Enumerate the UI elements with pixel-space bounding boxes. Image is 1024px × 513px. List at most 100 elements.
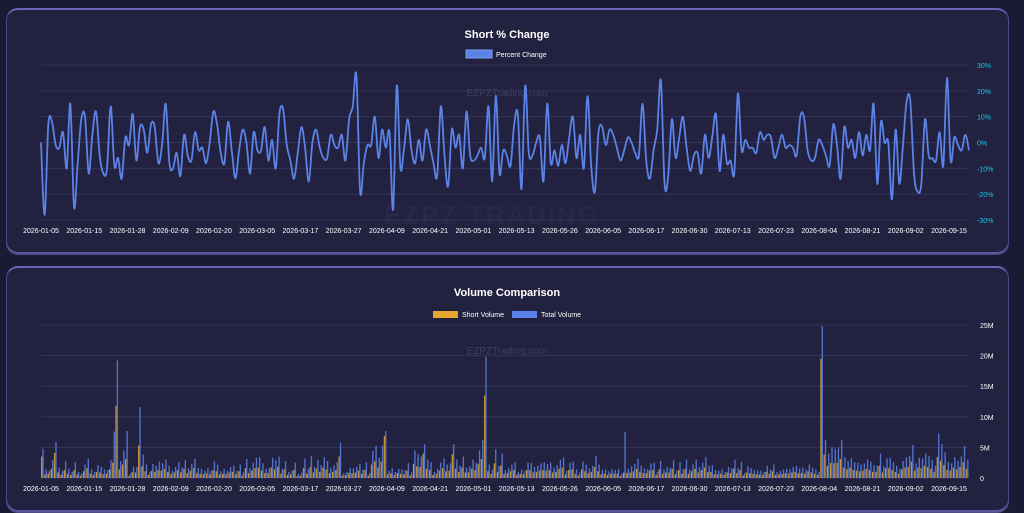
bar-total-volume <box>672 460 675 478</box>
bar-short-volume <box>44 474 46 478</box>
bar-total-volume <box>905 457 908 478</box>
bar-total-volume <box>798 468 801 478</box>
bar-total-volume <box>404 470 406 478</box>
bar-total-volume <box>401 469 403 478</box>
bar-short-volume <box>260 470 263 478</box>
bar-short-volume <box>677 470 680 478</box>
bar-total-volume <box>194 459 196 478</box>
bar-short-volume <box>862 470 864 478</box>
bar-short-volume <box>606 474 609 478</box>
bar-short-volume <box>412 463 415 478</box>
bar-short-volume <box>438 470 441 478</box>
bar-short-volume <box>878 465 880 478</box>
bar-short-volume <box>632 471 635 478</box>
bar-short-volume <box>939 460 942 478</box>
bar-short-volume <box>629 472 631 478</box>
bar-total-volume <box>55 441 57 478</box>
x-tick-label: 2026-05-26 <box>542 228 578 235</box>
bar-short-volume <box>448 470 450 478</box>
bar-short-volume <box>99 472 101 478</box>
bar-short-volume <box>264 473 266 478</box>
bar-short-volume <box>66 473 69 478</box>
bar-total-volume <box>417 454 419 478</box>
bar-total-volume <box>912 444 914 478</box>
bar-short-volume <box>762 474 764 478</box>
bar-short-volume <box>338 456 340 478</box>
bar-short-volume <box>357 470 360 478</box>
bar-short-volume <box>380 461 382 478</box>
bar-short-volume <box>551 472 554 478</box>
bar-short-volume <box>781 473 783 478</box>
bar-short-volume <box>144 471 146 478</box>
bar-total-volume <box>734 459 736 478</box>
bar-short-volume <box>367 475 369 478</box>
bar-total-volume <box>689 469 691 478</box>
bar-short-volume <box>574 473 576 478</box>
bar-short-volume <box>115 405 117 478</box>
bar-short-volume <box>341 475 344 478</box>
bar-short-volume <box>765 471 767 478</box>
x-tick-label: 2026-01-15 <box>66 486 102 493</box>
y-tick-label: -20% <box>977 192 993 199</box>
bar-total-volume <box>805 469 807 478</box>
bar-short-volume <box>76 474 78 478</box>
bar-short-volume <box>516 474 518 478</box>
bar-short-volume <box>897 473 900 478</box>
bar-short-volume <box>322 467 324 478</box>
x-tick-label: 2026-03-05 <box>239 486 275 493</box>
bar-total-volume <box>362 469 364 478</box>
bar-total-volume <box>323 457 326 478</box>
bar-short-volume <box>306 473 308 478</box>
bar-total-volume <box>229 466 232 478</box>
x-tick-label: 2026-03-17 <box>283 228 319 235</box>
bar-short-volume <box>813 473 816 478</box>
bar-short-volume <box>138 445 140 478</box>
legend-swatch-short-volume[interactable] <box>433 311 458 318</box>
bar-total-volume <box>352 468 355 478</box>
bar-total-volume <box>381 445 384 478</box>
bar-short-volume <box>855 470 858 478</box>
legend-swatch-percent-change[interactable] <box>465 49 493 59</box>
bar-short-volume <box>302 468 305 478</box>
bar-short-volume <box>590 471 593 478</box>
bar-short-volume <box>564 474 567 478</box>
bar-total-volume <box>863 463 866 478</box>
x-tick-label: 2026-07-13 <box>715 228 751 235</box>
x-tick-label: 2026-08-04 <box>801 486 837 493</box>
bar-short-volume <box>386 474 389 478</box>
bar-total-volume <box>559 459 562 478</box>
bar-total-volume <box>459 465 461 478</box>
bar-short-volume <box>283 469 285 478</box>
bar-short-volume <box>648 470 651 478</box>
bar-total-volume <box>721 469 723 478</box>
x-tick-label: 2026-03-27 <box>326 486 362 493</box>
bar-short-volume <box>493 463 496 478</box>
bar-short-volume <box>926 466 929 478</box>
bar-short-volume <box>884 468 887 478</box>
bar-total-volume <box>107 470 109 478</box>
bar-total-volume <box>776 471 778 478</box>
bar-short-volume <box>231 471 234 478</box>
legend-swatch-total-volume[interactable] <box>512 311 537 318</box>
bar-total-volume <box>87 458 89 478</box>
bar-total-volume <box>475 462 477 478</box>
bar-total-volume <box>908 455 911 478</box>
bar-total-volume <box>440 462 442 478</box>
bar-total-volume <box>601 470 604 478</box>
bar-short-volume <box>868 470 871 478</box>
bar-total-volume <box>731 468 733 478</box>
x-tick-label: 2026-05-13 <box>499 228 535 235</box>
bar-total-volume <box>550 462 552 478</box>
bar-short-volume <box>41 456 43 478</box>
bar-short-volume <box>205 473 208 478</box>
bar-total-volume <box>61 471 64 478</box>
bar-short-volume <box>445 471 447 478</box>
x-tick-label: 2026-04-21 <box>412 228 448 235</box>
bar-total-volume <box>789 469 791 478</box>
x-tick-label: 2026-08-04 <box>801 228 837 235</box>
bar-total-volume <box>132 466 135 478</box>
bar-short-volume <box>836 462 838 478</box>
bar-short-volume <box>154 471 156 478</box>
bar-short-volume <box>933 471 935 478</box>
bar-total-volume <box>491 469 494 478</box>
